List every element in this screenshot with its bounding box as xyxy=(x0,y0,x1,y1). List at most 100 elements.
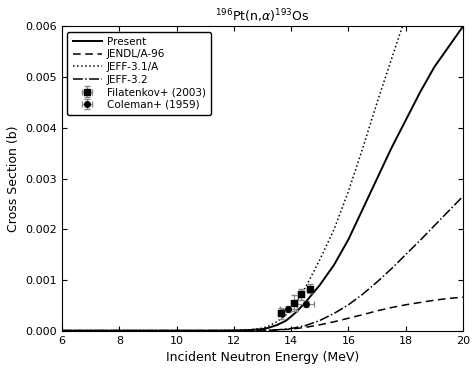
JEFF-3.1/A xyxy=(116,328,122,333)
JEFF-3.2 xyxy=(259,328,265,333)
JENDL/A-96 xyxy=(416,300,422,305)
JEFF-3.1/A xyxy=(245,328,250,332)
Present xyxy=(459,24,465,29)
JEFF-3.2 xyxy=(359,292,365,296)
JENDL/A-96 xyxy=(359,312,365,317)
Present xyxy=(173,328,179,333)
JENDL/A-96 xyxy=(445,296,451,301)
Line: JEFF-3.2: JEFF-3.2 xyxy=(62,196,462,331)
Present xyxy=(273,323,279,327)
JENDL/A-96 xyxy=(59,328,65,333)
Present xyxy=(59,328,65,333)
JEFF-3.1/A xyxy=(388,57,394,62)
JEFF-3.2 xyxy=(145,328,150,333)
Present xyxy=(230,328,236,333)
Line: Present: Present xyxy=(62,26,462,331)
JEFF-3.2 xyxy=(431,223,436,228)
JENDL/A-96 xyxy=(388,305,394,310)
Present xyxy=(288,314,293,319)
JENDL/A-96 xyxy=(288,327,293,331)
Present xyxy=(245,328,250,332)
JEFF-3.1/A xyxy=(173,328,179,333)
JEFF-3.1/A xyxy=(345,189,351,193)
JEFF-3.2 xyxy=(273,328,279,332)
JEFF-3.2 xyxy=(445,209,451,213)
Line: JENDL/A-96: JENDL/A-96 xyxy=(62,297,462,331)
JEFF-3.1/A xyxy=(230,328,236,333)
Present xyxy=(345,237,351,242)
Present xyxy=(88,328,93,333)
JEFF-3.1/A xyxy=(402,14,408,19)
Y-axis label: Cross Section (b): Cross Section (b) xyxy=(7,125,20,232)
Present xyxy=(416,90,422,95)
Present xyxy=(293,309,299,313)
Legend: Present, JENDL/A-96, JEFF-3.1/A, JEFF-3.2, Filatenkov+ (2003), Coleman+ (1959): Present, JENDL/A-96, JEFF-3.1/A, JEFF-3.… xyxy=(67,32,211,115)
JENDL/A-96 xyxy=(330,319,336,324)
Title: $^{196}$Pt(n,$\alpha$)$^{193}$Os: $^{196}$Pt(n,$\alpha$)$^{193}$Os xyxy=(215,7,309,24)
JEFF-3.1/A xyxy=(302,285,307,290)
JENDL/A-96 xyxy=(273,328,279,332)
JEFF-3.1/A xyxy=(88,328,93,333)
Present xyxy=(374,176,379,181)
JEFF-3.2 xyxy=(416,238,422,243)
X-axis label: Incident Neutron Energy (MeV): Incident Neutron Energy (MeV) xyxy=(166,351,358,364)
JEFF-3.2 xyxy=(202,328,208,333)
JEFF-3.1/A xyxy=(374,100,379,105)
JEFF-3.1/A xyxy=(273,319,279,324)
Present xyxy=(145,328,150,333)
JENDL/A-96 xyxy=(345,316,351,321)
JEFF-3.2 xyxy=(374,280,379,284)
JEFF-3.2 xyxy=(59,328,65,333)
Present xyxy=(388,146,394,150)
Present xyxy=(316,283,322,287)
JENDL/A-96 xyxy=(302,325,307,329)
JEFF-3.1/A xyxy=(288,306,293,311)
JENDL/A-96 xyxy=(230,328,236,333)
JEFF-3.2 xyxy=(330,311,336,316)
JEFF-3.1/A xyxy=(265,324,270,328)
JEFF-3.1/A xyxy=(359,146,365,150)
JEFF-3.2 xyxy=(402,252,408,257)
JEFF-3.2 xyxy=(88,328,93,333)
Present xyxy=(216,328,222,333)
JEFF-3.1/A xyxy=(259,326,265,330)
JEFF-3.2 xyxy=(230,328,236,333)
JEFF-3.2 xyxy=(302,324,307,328)
JENDL/A-96 xyxy=(459,295,465,299)
JEFF-3.2 xyxy=(345,303,351,307)
JEFF-3.1/A xyxy=(316,257,322,262)
JENDL/A-96 xyxy=(88,328,93,333)
JEFF-3.2 xyxy=(173,328,179,333)
JENDL/A-96 xyxy=(173,328,179,333)
JENDL/A-96 xyxy=(316,322,322,327)
JEFF-3.1/A xyxy=(145,328,150,333)
JEFF-3.2 xyxy=(245,328,250,333)
Present xyxy=(431,65,436,69)
JENDL/A-96 xyxy=(431,298,436,302)
JENDL/A-96 xyxy=(402,303,408,307)
Present xyxy=(259,327,265,331)
JEFF-3.1/A xyxy=(330,227,336,232)
JEFF-3.1/A xyxy=(293,299,299,303)
Present xyxy=(302,300,307,305)
Present xyxy=(402,118,408,122)
JEFF-3.1/A xyxy=(202,328,208,333)
JENDL/A-96 xyxy=(202,328,208,333)
JENDL/A-96 xyxy=(116,328,122,333)
JEFF-3.2 xyxy=(116,328,122,333)
JENDL/A-96 xyxy=(245,328,250,333)
JEFF-3.2 xyxy=(388,266,394,271)
JENDL/A-96 xyxy=(145,328,150,333)
JENDL/A-96 xyxy=(259,328,265,333)
JEFF-3.2 xyxy=(288,326,293,331)
JENDL/A-96 xyxy=(374,309,379,313)
Present xyxy=(282,319,288,323)
JEFF-3.1/A xyxy=(282,313,288,318)
Present xyxy=(445,45,451,49)
JEFF-3.1/A xyxy=(59,328,65,333)
Present xyxy=(359,207,365,211)
Line: JEFF-3.1/A: JEFF-3.1/A xyxy=(62,0,462,331)
JEFF-3.2 xyxy=(316,318,322,323)
Present xyxy=(330,263,336,267)
Present xyxy=(202,328,208,333)
